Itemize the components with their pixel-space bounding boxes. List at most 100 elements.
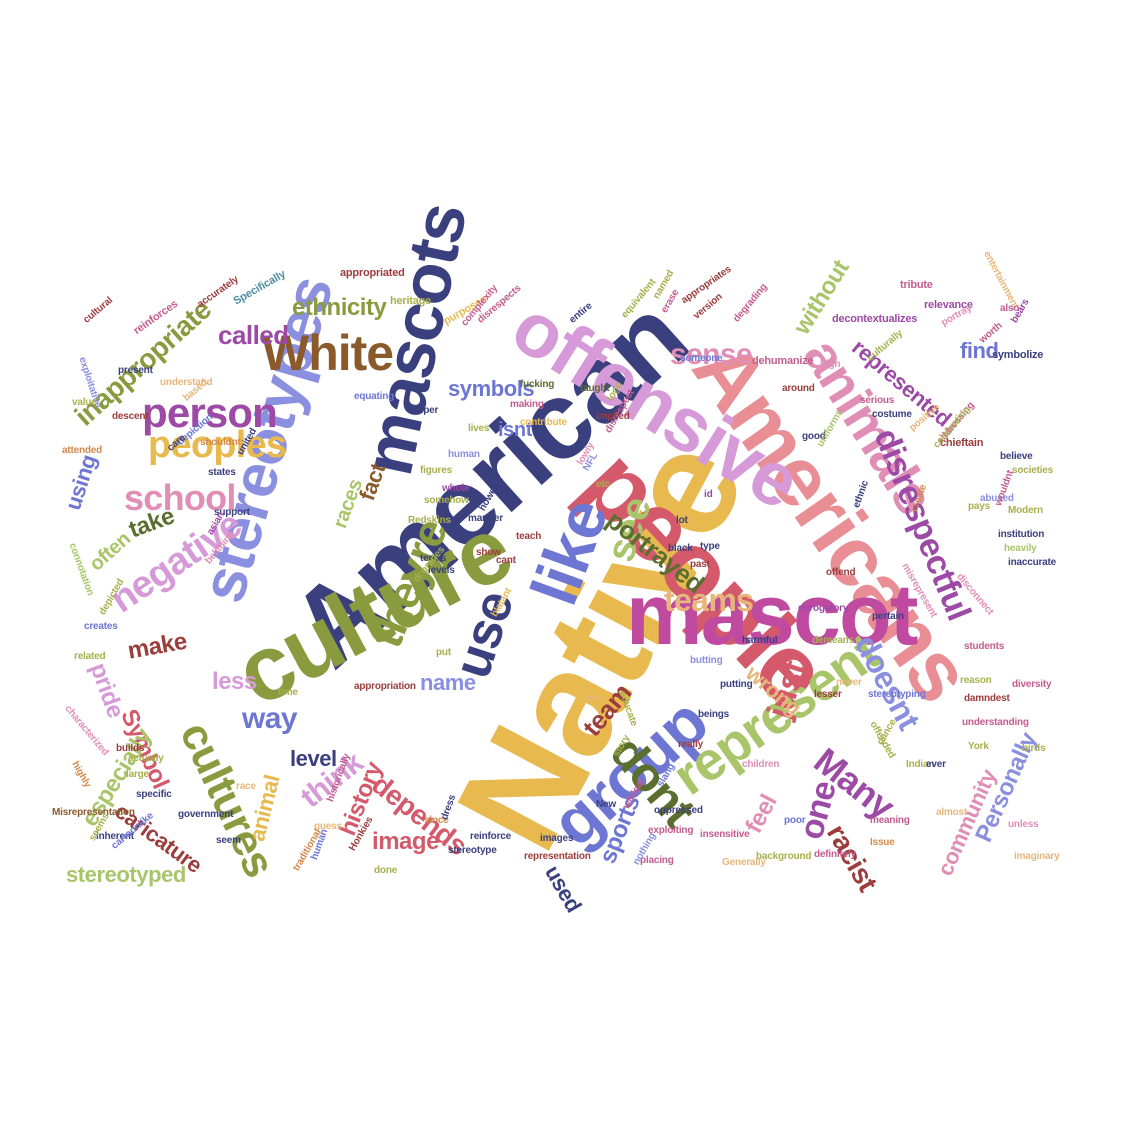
word-stereotype: stereotype <box>448 845 497 856</box>
word-modern: Modern <box>1008 505 1043 516</box>
word-type: type <box>700 541 720 552</box>
word-white: White <box>262 325 394 381</box>
word-actually: actually <box>128 753 164 764</box>
word-making: making <box>510 399 544 410</box>
word-children: children <box>742 759 780 770</box>
word-name: name <box>420 670 476 695</box>
word-way: way <box>242 702 298 735</box>
word-highly: highly <box>69 759 93 790</box>
word-heavily: heavily <box>1004 543 1037 554</box>
word-redskins: Redskins <box>408 515 451 526</box>
word-manner: manner <box>468 513 503 524</box>
word-lot: lot <box>676 515 688 526</box>
word-symbols: symbols <box>448 376 535 401</box>
word-birds: birds <box>1022 743 1046 754</box>
word-guess: guess <box>314 821 342 832</box>
word-attended: attended <box>62 445 103 456</box>
word-new: New <box>596 799 616 810</box>
word-stereotyping: stereotyping <box>868 689 926 700</box>
word-human: human <box>448 449 480 460</box>
word-peoples: peoples <box>148 424 287 466</box>
word-serious: serious <box>860 395 895 406</box>
word-tribute: tribute <box>900 279 933 291</box>
word-cultural: cultural <box>81 295 115 326</box>
word-often: often <box>85 527 135 576</box>
word-symbolize: symbolize <box>992 349 1044 361</box>
word-appropriation: appropriation <box>354 681 416 692</box>
word-institution: institution <box>998 529 1045 540</box>
word-mascot: mascot <box>626 567 919 663</box>
word-also: also <box>1000 303 1020 314</box>
word-offend: offend <box>826 567 856 578</box>
word-unless: unless <box>1008 819 1039 830</box>
word-misrepresentation: Misrepresentation <box>52 807 135 818</box>
word-live: live <box>584 693 600 704</box>
word-damndest: damndest <box>964 693 1010 704</box>
word-implied: implied <box>596 411 630 422</box>
word-accurately: accurately <box>195 273 241 311</box>
word-around: around <box>782 383 815 394</box>
word-poor: poor <box>784 815 806 826</box>
word-isnt: isnt <box>498 419 532 441</box>
word-find: find <box>960 338 999 363</box>
word-costume: costume <box>872 409 912 420</box>
word-good: good <box>802 431 826 442</box>
word-black: black <box>668 543 693 554</box>
word-without: without <box>788 255 855 340</box>
word-taught: taught <box>580 383 610 394</box>
word-support: support <box>214 507 250 518</box>
word-reason: reason <box>960 675 992 686</box>
word-using: using <box>60 451 102 514</box>
word-really: really <box>678 739 703 750</box>
word-level: level <box>290 746 337 771</box>
word-contribute: contribute <box>520 417 567 428</box>
word-exploiting: exploiting <box>648 825 694 836</box>
word-societies: societies <box>1012 465 1054 476</box>
word-time: time <box>278 687 298 698</box>
word-related: related <box>74 651 106 662</box>
word-representation: representation <box>524 851 591 862</box>
word-inaccurate: inaccurate <box>1008 557 1057 568</box>
word-etc: etc <box>596 479 610 490</box>
word-someone: someone <box>680 353 723 364</box>
word-putting: putting <box>720 679 753 690</box>
word-specific: specific <box>136 789 172 800</box>
word-connotation: connotation <box>66 541 96 598</box>
word-beings: beings <box>698 709 730 720</box>
word-large: large <box>126 769 149 780</box>
word-teams: teams <box>664 582 754 618</box>
word-degrading: degrading <box>731 281 770 325</box>
word-put: put <box>436 647 451 658</box>
word-teach: teach <box>516 531 542 542</box>
word-indian: Indian <box>906 759 935 770</box>
word-york: York <box>968 741 989 752</box>
word-diversity: diversity <box>1012 679 1052 690</box>
word-students: students <box>964 641 1005 652</box>
word-insensitive: insensitive <box>700 829 750 840</box>
word-ethnicity: ethnicity <box>292 294 387 321</box>
word-whole: whole <box>442 483 470 494</box>
word-since: since <box>424 815 449 826</box>
word-shouldnt: shouldnt <box>200 437 241 448</box>
word-understand: understand <box>160 377 213 388</box>
word-lesser: lesser <box>814 689 842 700</box>
word-levels: levels <box>428 565 455 576</box>
word-lives: lives <box>468 423 490 434</box>
word-value: value <box>72 397 97 408</box>
word-butting: butting <box>690 655 723 666</box>
word-oppressed: oppressed <box>654 805 703 816</box>
word-background: background <box>756 851 812 862</box>
word-race: race <box>236 781 256 792</box>
word-pays: pays <box>968 501 990 512</box>
word-inherent: inherent <box>96 831 134 842</box>
word-chieftain: chieftain <box>940 437 984 449</box>
word-government: government <box>178 809 234 820</box>
word-past: past <box>690 559 710 570</box>
word-stereotyped: stereotyped <box>66 862 186 887</box>
word-somehow: somehow <box>424 495 469 506</box>
word-almost: almost <box>936 807 968 818</box>
word-builds: builds <box>116 743 145 754</box>
word-pride: pride <box>84 659 130 722</box>
word-seem: seem <box>216 835 241 846</box>
